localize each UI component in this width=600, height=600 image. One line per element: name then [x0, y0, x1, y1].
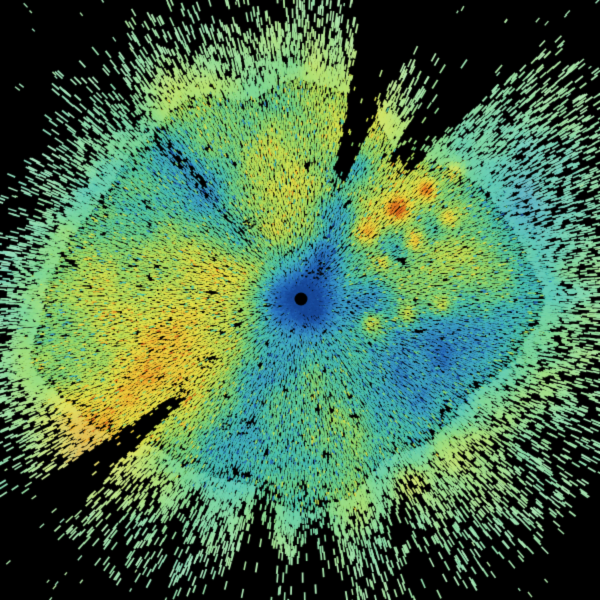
polar-density-map-canvas	[0, 0, 600, 600]
screenshot-root	[0, 0, 600, 600]
